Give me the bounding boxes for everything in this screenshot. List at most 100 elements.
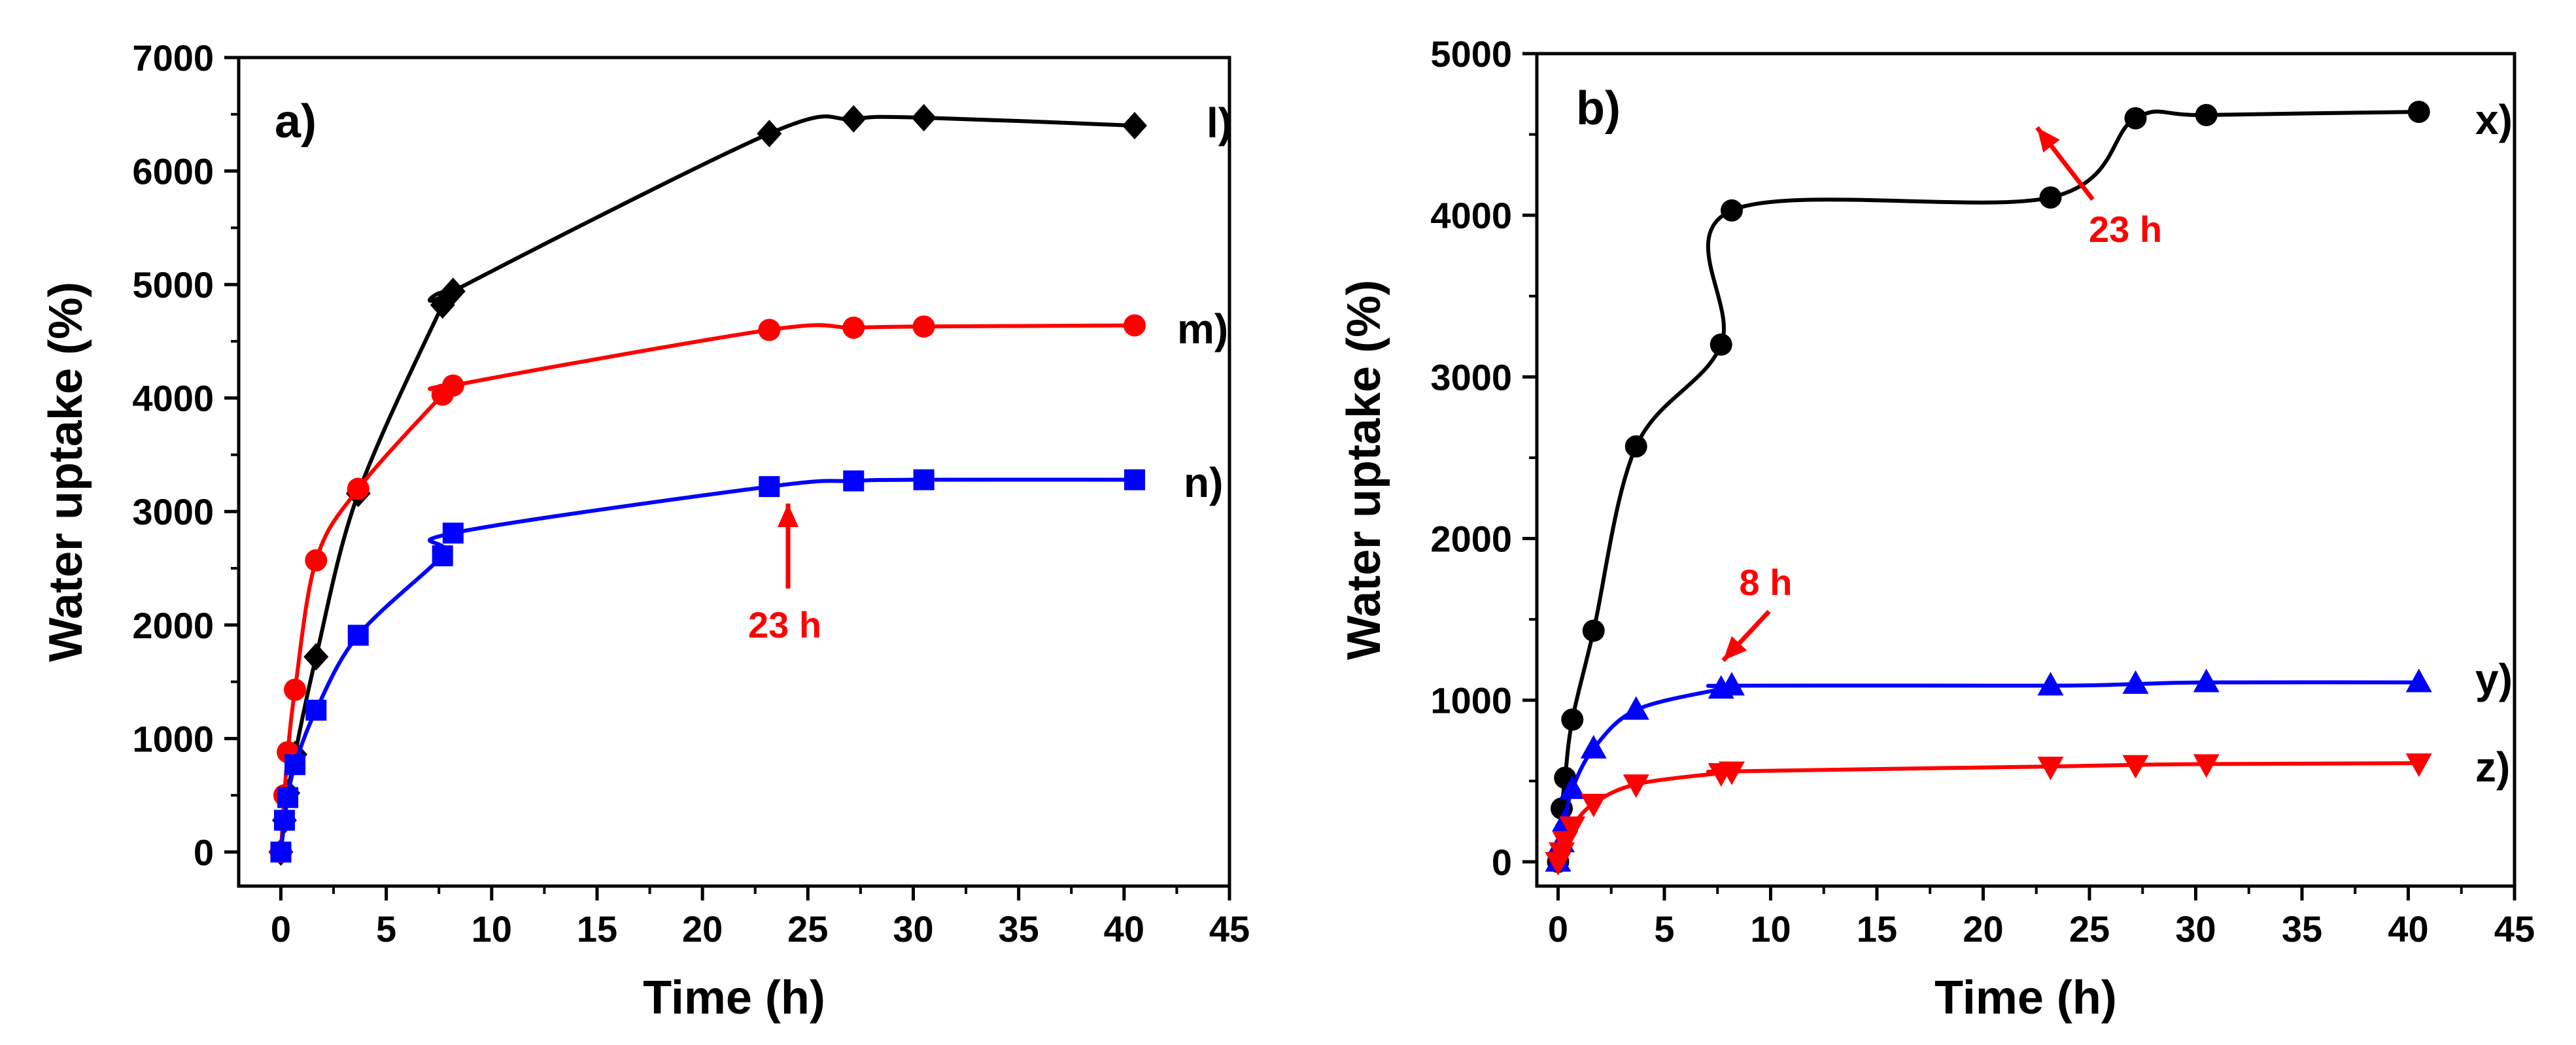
data-point: [277, 787, 299, 808]
y-tick-label: 4000: [1430, 195, 1512, 236]
series-label: x): [2475, 96, 2513, 143]
x-axis-title: Time (h): [643, 972, 825, 1024]
panel-a: 0 5 10 15 20 25 30 35 40 45 0 1000 2000 3000 4000 5000 6…: [40, 37, 1250, 1024]
y-tick-label: 4000: [132, 378, 214, 419]
data-point: [1624, 435, 1647, 458]
y-tick-label: 0: [1492, 842, 1512, 883]
data-point: [843, 470, 865, 492]
x-tick-label: 20: [682, 908, 723, 950]
y-tick-label: 0: [194, 832, 214, 873]
x-tick-label: 25: [787, 908, 828, 950]
data-point: [1123, 314, 1146, 337]
data-point: [2122, 755, 2149, 779]
data-point: [1122, 112, 1147, 140]
data-point: [347, 477, 369, 500]
x-tick-label: 40: [1104, 908, 1144, 950]
data-point: [284, 678, 307, 701]
data-point: [2124, 107, 2147, 129]
y-axis-title: Water uptake (%): [1338, 280, 1390, 660]
data-point: [1719, 761, 1745, 785]
data-point: [1124, 469, 1145, 490]
data-point: [2037, 757, 2064, 781]
data-point: [347, 625, 369, 646]
data-point: [1721, 199, 1743, 222]
data-point: [1559, 775, 1586, 799]
y-tick-label: 3000: [132, 491, 214, 532]
data-point: [305, 549, 328, 572]
annotation-arrow-head: [1723, 636, 1747, 660]
series-label: m): [1177, 305, 1228, 352]
data-point: [757, 120, 782, 148]
annotation-arrow: [1721, 609, 1771, 662]
data-point: [305, 699, 327, 721]
data-point: [912, 315, 935, 338]
data-point: [270, 841, 292, 863]
annotation-arrow: [778, 504, 799, 589]
y-tick-label: 5000: [1430, 33, 1512, 75]
data-point: [1623, 774, 1649, 798]
annotation-arrow-head: [778, 504, 799, 527]
x-tick-label: 0: [1548, 908, 1568, 950]
series-line: [1556, 761, 2419, 863]
data-point: [273, 810, 295, 831]
series-label: n): [1184, 459, 1223, 506]
data-point: [2193, 754, 2220, 778]
data-point: [1580, 734, 1607, 759]
y-tick-label: 1000: [1430, 680, 1512, 721]
data-point: [1559, 816, 1586, 840]
data-point: [432, 545, 453, 566]
annotation-label: 8 h: [1740, 562, 1793, 603]
panel-label: a): [275, 95, 317, 148]
y-axis-title: Water uptake (%): [40, 282, 92, 662]
data-point: [2193, 668, 2220, 693]
x-tick-label: 15: [577, 908, 617, 950]
x-tick-label: 20: [1963, 908, 2003, 950]
x-tick-label: 0: [271, 908, 291, 950]
data-point: [1561, 708, 1584, 731]
series-x: x): [1547, 96, 2513, 873]
x-tick-label: 40: [2388, 908, 2428, 950]
x-tick-label: 30: [893, 908, 933, 950]
series-n: n): [270, 459, 1223, 863]
plot-frame: [237, 56, 1231, 888]
y-tick-label: 1000: [132, 718, 214, 759]
data-point: [2405, 668, 2432, 693]
y-tick-label: 2000: [132, 605, 214, 646]
data-point: [1580, 793, 1607, 817]
data-point: [2195, 103, 2218, 126]
series-line: [279, 114, 1135, 853]
series-label: l): [1207, 99, 1232, 146]
series-label: z): [2475, 744, 2510, 791]
annotation-label: 23 h: [748, 604, 821, 645]
y-tick-label: 3000: [1430, 356, 1512, 398]
series-line: [1556, 109, 2419, 863]
data-point: [2039, 186, 2062, 209]
series-line: [279, 477, 1135, 853]
data-point: [303, 643, 329, 671]
data-point: [1719, 672, 1745, 696]
data-point: [2037, 672, 2064, 696]
data-point: [1623, 696, 1649, 720]
data-point: [1582, 619, 1605, 642]
x-tick-label: 15: [1857, 908, 1897, 950]
x-tick-label: 45: [2494, 908, 2535, 950]
annotation-arrow-head: [2037, 128, 2060, 153]
data-point: [284, 754, 306, 776]
y-tick-label: 7000: [132, 37, 214, 78]
data-point: [2405, 753, 2432, 778]
data-point: [841, 105, 867, 133]
x-axis-title: Time (h): [1934, 972, 2117, 1024]
x-tick-label: 35: [2282, 908, 2322, 950]
x-tick-label: 5: [376, 908, 396, 950]
data-point: [440, 277, 466, 305]
data-point: [2122, 670, 2149, 694]
annotation-arrow: [2035, 126, 2095, 201]
x-tick-label: 30: [2175, 908, 2216, 950]
x-tick-label: 10: [472, 908, 512, 950]
annotation-label: 23 h: [2089, 209, 2162, 250]
x-tick-label: 25: [2069, 908, 2110, 950]
series-l: l): [268, 99, 1232, 866]
series-z: z): [1545, 744, 2510, 876]
y-tick-label: 2000: [1430, 519, 1512, 560]
